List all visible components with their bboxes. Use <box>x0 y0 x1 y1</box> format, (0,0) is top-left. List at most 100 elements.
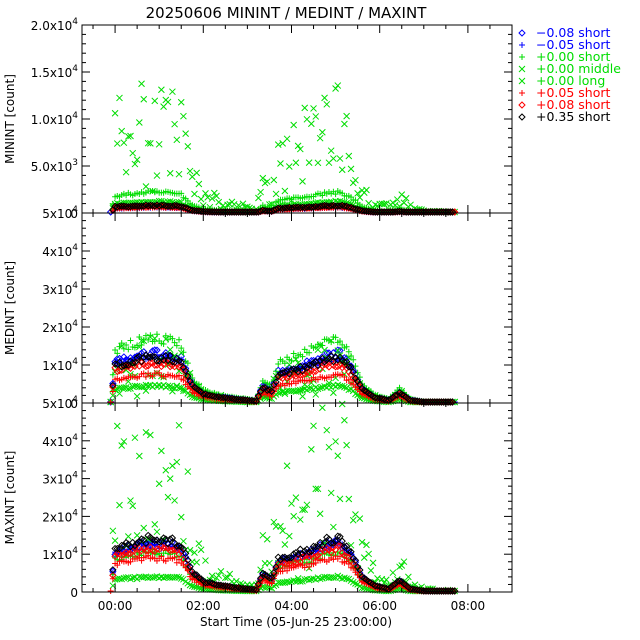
data-point <box>296 578 304 585</box>
data-point <box>120 139 128 147</box>
data-point <box>120 202 128 210</box>
data-point <box>389 394 397 402</box>
y-tick-exponent: 4 <box>72 281 78 291</box>
legend-marker <box>519 90 525 96</box>
data-point <box>352 580 359 587</box>
data-point <box>124 533 132 540</box>
data-point <box>173 136 181 144</box>
data-point <box>327 147 335 155</box>
data-point <box>342 357 351 366</box>
data-point <box>186 581 194 589</box>
data-point <box>299 393 306 400</box>
data-point <box>137 535 146 543</box>
data-point <box>168 534 177 542</box>
data-point <box>360 554 368 561</box>
data-point <box>138 80 145 88</box>
data-point <box>405 573 412 581</box>
legend-marker <box>518 101 526 109</box>
data-point <box>267 574 276 582</box>
data-point <box>285 532 293 540</box>
y-tick-exponent: 4 <box>72 508 78 518</box>
data-point <box>314 551 322 559</box>
data-point <box>135 119 143 126</box>
data-point <box>332 85 339 92</box>
data-point <box>415 397 424 406</box>
data-point <box>275 360 282 367</box>
data-point <box>181 549 190 558</box>
data-point <box>146 359 155 367</box>
data-point <box>338 201 346 210</box>
data-point <box>153 172 161 179</box>
data-point <box>113 544 121 553</box>
data-point <box>332 191 339 198</box>
data-point <box>131 541 139 550</box>
data-point <box>173 573 181 581</box>
data-point <box>273 368 280 375</box>
legend: −0.08 short−0.05 short+0.00 short+0.00 m… <box>518 25 621 124</box>
data-point <box>181 371 190 380</box>
data-point <box>259 174 267 182</box>
data-point <box>115 358 124 366</box>
data-point <box>208 195 216 202</box>
data-point <box>332 334 339 341</box>
data-point <box>252 397 260 405</box>
data-point <box>314 385 322 393</box>
data-point <box>312 543 320 551</box>
data-point <box>345 348 352 355</box>
x-axis-label: Start Time (05-Jun-25 23:00:00) <box>200 615 392 629</box>
data-point <box>391 580 399 588</box>
data-point <box>191 549 198 557</box>
data-point <box>171 339 178 346</box>
y-axis-label: MEDINT [count] <box>3 261 17 355</box>
y-tick-mantissa: 2.0x10 <box>31 19 72 33</box>
data-point <box>299 353 306 360</box>
data-point <box>257 188 264 196</box>
data-point <box>289 558 298 566</box>
data-point <box>329 539 338 547</box>
y-tick-mantissa: 4x10 <box>42 245 72 259</box>
data-point <box>301 547 309 555</box>
data-point <box>162 335 170 343</box>
y-tick-label: 3x104 <box>42 281 78 297</box>
data-point <box>190 570 199 579</box>
data-point <box>113 360 121 369</box>
data-point <box>173 201 181 210</box>
data-point <box>351 205 360 213</box>
data-point <box>356 566 364 574</box>
data-point <box>387 583 395 591</box>
data-point <box>277 160 284 167</box>
data-point <box>285 553 293 562</box>
data-point <box>306 563 313 570</box>
data-point <box>140 524 148 532</box>
data-point <box>250 397 258 405</box>
data-point <box>131 202 139 210</box>
data-point <box>296 145 304 153</box>
data-point <box>256 574 265 582</box>
data-point <box>118 442 126 449</box>
data-point <box>162 466 170 474</box>
data-point <box>111 537 119 544</box>
data-point <box>148 352 157 361</box>
data-point <box>340 551 349 560</box>
data-point <box>142 539 150 548</box>
data-point <box>184 143 192 150</box>
data-point <box>354 190 361 197</box>
data-point <box>195 574 203 582</box>
data-point <box>301 506 309 514</box>
panel-2-points <box>106 331 459 406</box>
data-point <box>147 333 154 341</box>
data-point <box>181 203 190 212</box>
data-point <box>363 541 370 549</box>
y-tick-label: 5x104 <box>42 205 78 221</box>
data-point <box>341 383 348 391</box>
x-tick-label: 06:00 <box>362 599 397 613</box>
data-point <box>298 550 307 558</box>
data-point <box>338 382 346 390</box>
data-point <box>124 385 132 393</box>
data-point <box>312 552 320 561</box>
legend-label: −0.08 short <box>536 25 611 40</box>
data-point <box>334 381 342 389</box>
data-point <box>151 346 159 354</box>
data-point <box>135 343 143 351</box>
